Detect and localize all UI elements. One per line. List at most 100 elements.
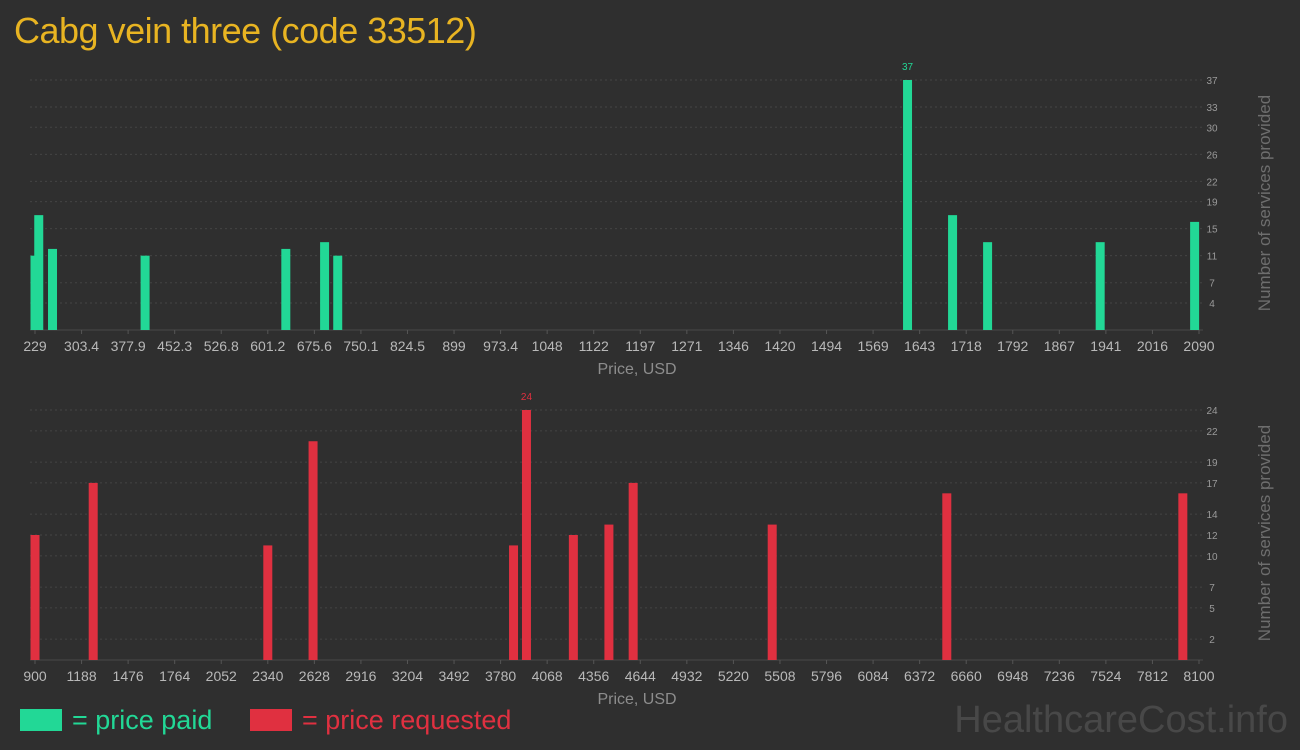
- x-tick-label: 2628: [299, 668, 330, 684]
- y-tick-label: 7: [1209, 279, 1215, 290]
- legend-paid-label: = price paid: [72, 704, 213, 735]
- y-tick-label: 30: [1206, 123, 1218, 134]
- x-tick-label: 2052: [206, 668, 237, 684]
- x-tick-label: 1346: [718, 338, 749, 354]
- x-tick-label: 675.6: [297, 338, 332, 354]
- x-tick-label: 3204: [392, 668, 423, 684]
- legend-requested-swatch: [250, 709, 292, 731]
- x-axis-title: Price, USD: [597, 361, 676, 378]
- legend-requested: = price requested: [250, 704, 511, 736]
- x-tick-label: 2016: [1137, 338, 1168, 354]
- x-tick-label: 1494: [811, 338, 842, 354]
- bar-paid: [1095, 242, 1105, 330]
- y-tick-label: 37: [1206, 76, 1218, 87]
- x-tick-label: 5508: [764, 668, 795, 684]
- x-tick-label: 6084: [858, 668, 889, 684]
- y-tick-label: 26: [1206, 150, 1218, 161]
- y-axis-title: Number of services provided: [1255, 95, 1274, 311]
- bar-data-label: 37: [902, 62, 914, 73]
- bar-requested: [88, 482, 98, 660]
- x-tick-label: 1569: [858, 338, 889, 354]
- x-tick-label: 1048: [532, 338, 563, 354]
- bar-paid: [281, 248, 291, 330]
- watermark-logo: HealthcareCost.info: [954, 699, 1288, 741]
- bar-requested: [604, 524, 614, 660]
- legend-paid: = price paid: [20, 704, 212, 736]
- legend-requested-label: = price requested: [302, 704, 512, 735]
- x-tick-label: 2916: [345, 668, 376, 684]
- x-tick-label: 1867: [1044, 338, 1075, 354]
- y-tick-label: 4: [1209, 299, 1215, 310]
- bar-requested: [942, 493, 952, 660]
- x-tick-label: 6372: [904, 668, 935, 684]
- x-tick-label: 1271: [671, 338, 702, 354]
- x-tick-label: 1188: [67, 668, 97, 684]
- legend-paid-swatch: [20, 709, 62, 731]
- bar-requested: [30, 535, 40, 660]
- x-tick-label: 900: [23, 668, 47, 684]
- bar-paid: [333, 255, 343, 330]
- bar-requested: [308, 441, 318, 660]
- bar-data-label: 24: [521, 392, 533, 403]
- x-axis-title: Price, USD: [597, 691, 676, 708]
- bar-paid: [983, 242, 993, 330]
- y-tick-label: 22: [1206, 427, 1218, 438]
- x-tick-label: 7236: [1044, 668, 1075, 684]
- y-tick-label: 22: [1206, 177, 1218, 188]
- bar-paid: [34, 215, 44, 330]
- x-tick-label: 1941: [1090, 338, 1121, 354]
- x-tick-label: 4068: [532, 668, 563, 684]
- x-tick-label: 750.1: [343, 338, 378, 354]
- bar-requested: [628, 482, 638, 660]
- x-tick-label: 526.8: [204, 338, 239, 354]
- bar-paid: [948, 215, 958, 330]
- x-tick-label: 2090: [1183, 338, 1214, 354]
- bar-requested: [263, 545, 273, 660]
- bar-paid: [903, 80, 913, 330]
- x-tick-label: 229: [23, 338, 47, 354]
- y-tick-label: 5: [1209, 604, 1215, 615]
- y-tick-label: 17: [1206, 479, 1218, 490]
- bar-requested: [509, 545, 519, 660]
- bar-paid: [320, 242, 330, 330]
- bar-requested: [568, 535, 578, 660]
- bar-paid: [1190, 221, 1200, 330]
- x-tick-label: 2340: [252, 668, 283, 684]
- x-tick-label: 1718: [951, 338, 982, 354]
- x-tick-label: 973.4: [483, 338, 518, 354]
- x-tick-label: 1420: [764, 338, 795, 354]
- x-tick-label: 452.3: [157, 338, 192, 354]
- x-tick-label: 1476: [113, 668, 144, 684]
- x-tick-label: 1643: [904, 338, 935, 354]
- x-tick-label: 8100: [1183, 668, 1214, 684]
- x-tick-label: 7524: [1090, 668, 1121, 684]
- y-tick-label: 10: [1206, 552, 1218, 563]
- x-tick-label: 899: [442, 338, 466, 354]
- y-tick-label: 19: [1206, 198, 1218, 209]
- x-tick-label: 303.4: [64, 338, 99, 354]
- y-tick-label: 12: [1206, 531, 1218, 542]
- x-tick-label: 3780: [485, 668, 516, 684]
- x-tick-label: 5220: [718, 668, 749, 684]
- bar-requested: [767, 524, 777, 660]
- x-tick-label: 7812: [1137, 668, 1168, 684]
- y-axis-title: Number of services provided: [1255, 425, 1274, 641]
- y-tick-label: 11: [1207, 252, 1218, 263]
- y-tick-label: 7: [1209, 583, 1215, 594]
- y-tick-label: 2: [1209, 635, 1215, 646]
- x-tick-label: 824.5: [390, 338, 425, 354]
- x-tick-label: 377.9: [111, 338, 146, 354]
- y-tick-label: 24: [1206, 406, 1218, 417]
- y-tick-label: 33: [1206, 103, 1218, 114]
- page-title: Cabg vein three (code 33512): [14, 10, 477, 51]
- x-tick-label: 3492: [438, 668, 469, 684]
- x-tick-label: 1197: [625, 338, 655, 354]
- bar-requested: [1178, 493, 1188, 660]
- x-tick-label: 5796: [811, 668, 842, 684]
- y-tick-label: 14: [1206, 510, 1218, 521]
- bar-paid: [140, 255, 150, 330]
- x-tick-label: 1792: [997, 338, 1028, 354]
- bar-paid: [48, 248, 58, 330]
- x-tick-label: 6660: [951, 668, 982, 684]
